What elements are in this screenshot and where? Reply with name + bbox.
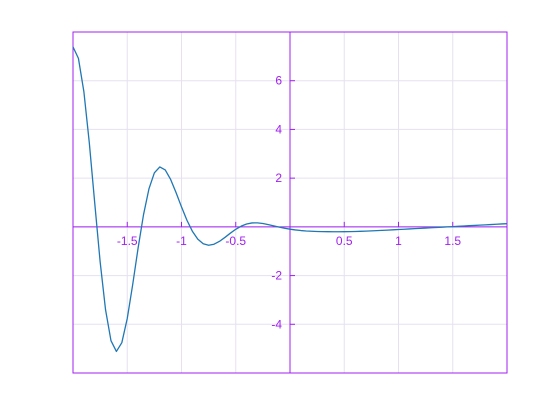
tick-labels: -1.5 -1 -0.5 0.5 1 1.5 -4 -2 2 4 6 [117,74,462,332]
y-tick-label: 6 [275,74,282,88]
x-tick-label: -1.5 [117,234,138,248]
series-line [72,46,508,353]
x-tick-label: 1 [395,234,402,248]
series-layer [72,46,508,353]
y-tick-label: -4 [271,317,282,331]
y-tick-label: -2 [271,269,282,283]
x-tick-label: -1 [176,234,187,248]
y-tick-label: 2 [275,171,282,185]
x-tick-label: 1.5 [444,234,461,248]
y-tick-label: 4 [275,122,282,136]
x-tick-label: 0.5 [336,234,353,248]
axes [72,31,508,374]
x-tick-label: -0.5 [225,234,246,248]
